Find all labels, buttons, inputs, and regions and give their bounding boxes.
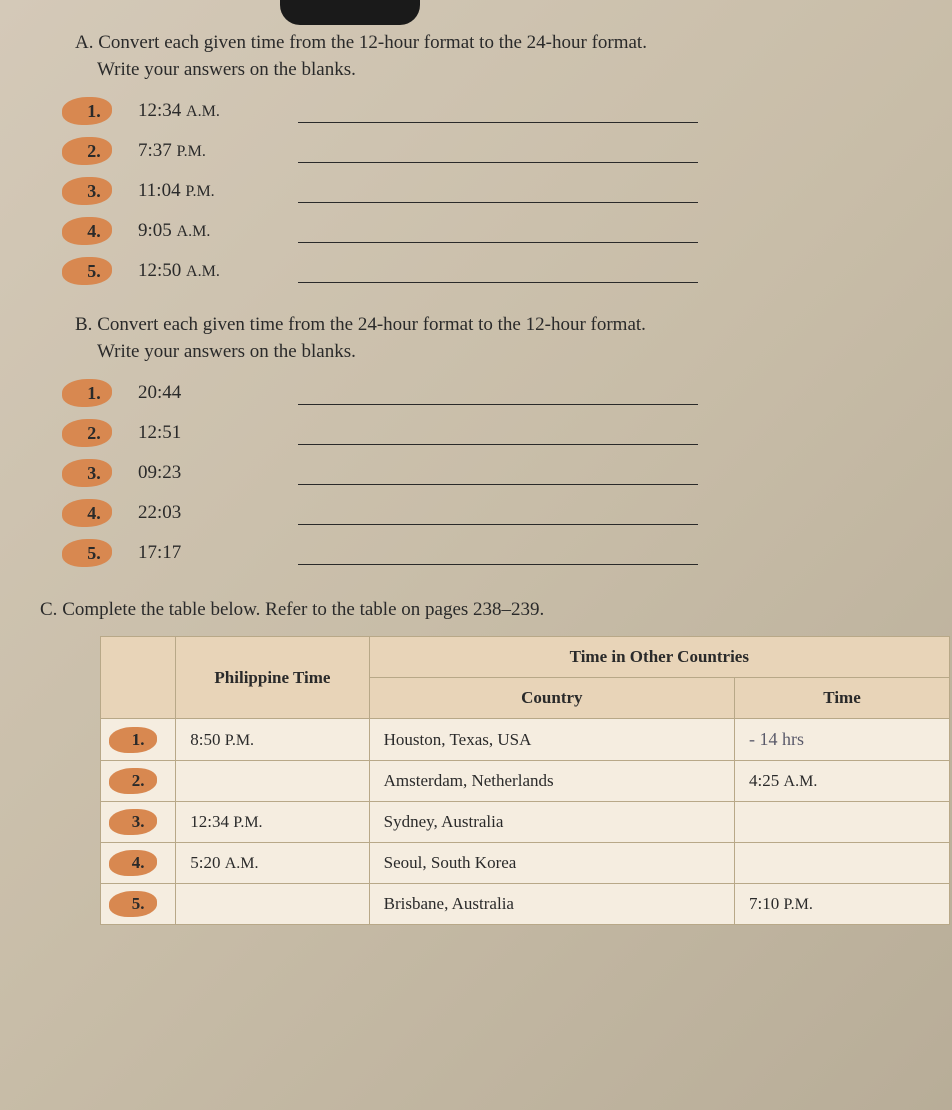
question-text: 12:50 A.M.: [138, 260, 268, 282]
question-row: 5. 12:50 A.M.: [40, 255, 912, 287]
question-row: 5. 17:17: [40, 537, 912, 569]
section-c-letter: C.: [40, 599, 57, 620]
table-row: 3. 12:34 P.M. Sydney, Australia: [101, 802, 950, 843]
section-b: B. Convert each given time from the 24-h…: [40, 312, 912, 569]
table-phtime-cell: 12:34 P.M.: [176, 802, 369, 843]
table-country-cell: Amsterdam, Netherlands: [369, 761, 734, 802]
question-text: 17:17: [138, 542, 268, 564]
answer-blank[interactable]: [298, 259, 698, 283]
question-row: 1. 20:44: [40, 377, 912, 409]
question-number: 1.: [70, 377, 118, 409]
section-b-questions: 1. 20:44 2. 12:51 3. 09:23 4. 22:03 5. 1…: [40, 377, 912, 569]
section-a-questions: 1. 12:34 A.M. 2. 7:37 P.M. 3. 11:04 P.M.…: [40, 95, 912, 287]
page-tab: [280, 0, 420, 25]
answer-blank[interactable]: [298, 219, 698, 243]
table-header-other: Time in Other Countries: [369, 637, 949, 678]
table-num-cell: 3.: [101, 802, 176, 843]
table-phtime-cell: [176, 761, 369, 802]
answer-blank[interactable]: [298, 501, 698, 525]
question-row: 3. 09:23: [40, 457, 912, 489]
table-country-cell: Brisbane, Australia: [369, 884, 734, 925]
question-number: 1.: [70, 95, 118, 127]
section-a-instruction: Convert each given time from the 12-hour…: [98, 32, 647, 53]
section-b-header: B. Convert each given time from the 24-h…: [40, 312, 912, 365]
answer-blank[interactable]: [298, 179, 698, 203]
answer-blank[interactable]: [298, 139, 698, 163]
section-c-header: C. Complete the table below. Refer to th…: [40, 599, 912, 621]
question-text: 09:23: [138, 462, 268, 484]
table-num-cell: 5.: [101, 884, 176, 925]
answer-blank[interactable]: [298, 99, 698, 123]
question-number: 3.: [70, 175, 118, 207]
section-b-sub: Write your answers on the blanks.: [97, 341, 356, 362]
question-text: 9:05 A.M.: [138, 220, 268, 242]
answer-blank[interactable]: [298, 421, 698, 445]
table-row: 4. 5:20 A.M. Seoul, South Korea: [101, 843, 950, 884]
question-number: 2.: [70, 417, 118, 449]
question-row: 2. 12:51: [40, 417, 912, 449]
question-text: 11:04 P.M.: [138, 180, 268, 202]
question-text: 22:03: [138, 502, 268, 524]
table-num-cell: 1.: [101, 719, 176, 761]
table-header-time: Time: [735, 678, 950, 719]
table-row: 5. Brisbane, Australia 7:10 P.M.: [101, 884, 950, 925]
table-phtime-cell: 8:50 P.M.: [176, 719, 369, 761]
section-a-sub: Write your answers on the blanks.: [97, 59, 356, 80]
table-country-cell: Houston, Texas, USA: [369, 719, 734, 761]
question-number: 2.: [70, 135, 118, 167]
table-header-country: Country: [369, 678, 734, 719]
time-table: Philippine Time Time in Other Countries …: [100, 636, 950, 925]
section-b-instruction: Convert each given time from the 24-hour…: [97, 314, 646, 335]
section-a: A. Convert each given time from the 12-h…: [40, 30, 912, 287]
table-header-blank: [101, 637, 176, 719]
question-number: 5.: [70, 255, 118, 287]
question-text: 12:51: [138, 422, 268, 444]
question-text: 12:34 A.M.: [138, 100, 268, 122]
table-time-cell: 7:10 P.M.: [735, 884, 950, 925]
table-phtime-cell: [176, 884, 369, 925]
question-number: 4.: [70, 497, 118, 529]
table-country-cell: Seoul, South Korea: [369, 843, 734, 884]
answer-blank[interactable]: [298, 541, 698, 565]
table-time-cell: [735, 802, 950, 843]
question-number: 4.: [70, 215, 118, 247]
section-c: C. Complete the table below. Refer to th…: [40, 599, 912, 925]
section-c-instruction: Complete the table below. Refer to the t…: [62, 599, 544, 620]
table-time-cell: 4:25 A.M.: [735, 761, 950, 802]
table-row: 1. 8:50 P.M. Houston, Texas, USA - 14 hr…: [101, 719, 950, 761]
section-a-letter: A.: [75, 32, 93, 53]
table-phtime-cell: 5:20 A.M.: [176, 843, 369, 884]
question-row: 3. 11:04 P.M.: [40, 175, 912, 207]
section-b-letter: B.: [75, 314, 92, 335]
answer-blank[interactable]: [298, 381, 698, 405]
table-time-cell: [735, 843, 950, 884]
question-row: 2. 7:37 P.M.: [40, 135, 912, 167]
table-header-phtime: Philippine Time: [176, 637, 369, 719]
table-time-cell: - 14 hrs: [735, 719, 950, 761]
table-num-cell: 2.: [101, 761, 176, 802]
question-row: 1. 12:34 A.M.: [40, 95, 912, 127]
question-row: 4. 22:03: [40, 497, 912, 529]
table-num-cell: 4.: [101, 843, 176, 884]
table-row: 2. Amsterdam, Netherlands 4:25 A.M.: [101, 761, 950, 802]
question-text: 7:37 P.M.: [138, 140, 268, 162]
table-country-cell: Sydney, Australia: [369, 802, 734, 843]
section-a-header: A. Convert each given time from the 12-h…: [40, 30, 912, 83]
answer-blank[interactable]: [298, 461, 698, 485]
question-row: 4. 9:05 A.M.: [40, 215, 912, 247]
question-number: 3.: [70, 457, 118, 489]
question-number: 5.: [70, 537, 118, 569]
question-text: 20:44: [138, 382, 268, 404]
